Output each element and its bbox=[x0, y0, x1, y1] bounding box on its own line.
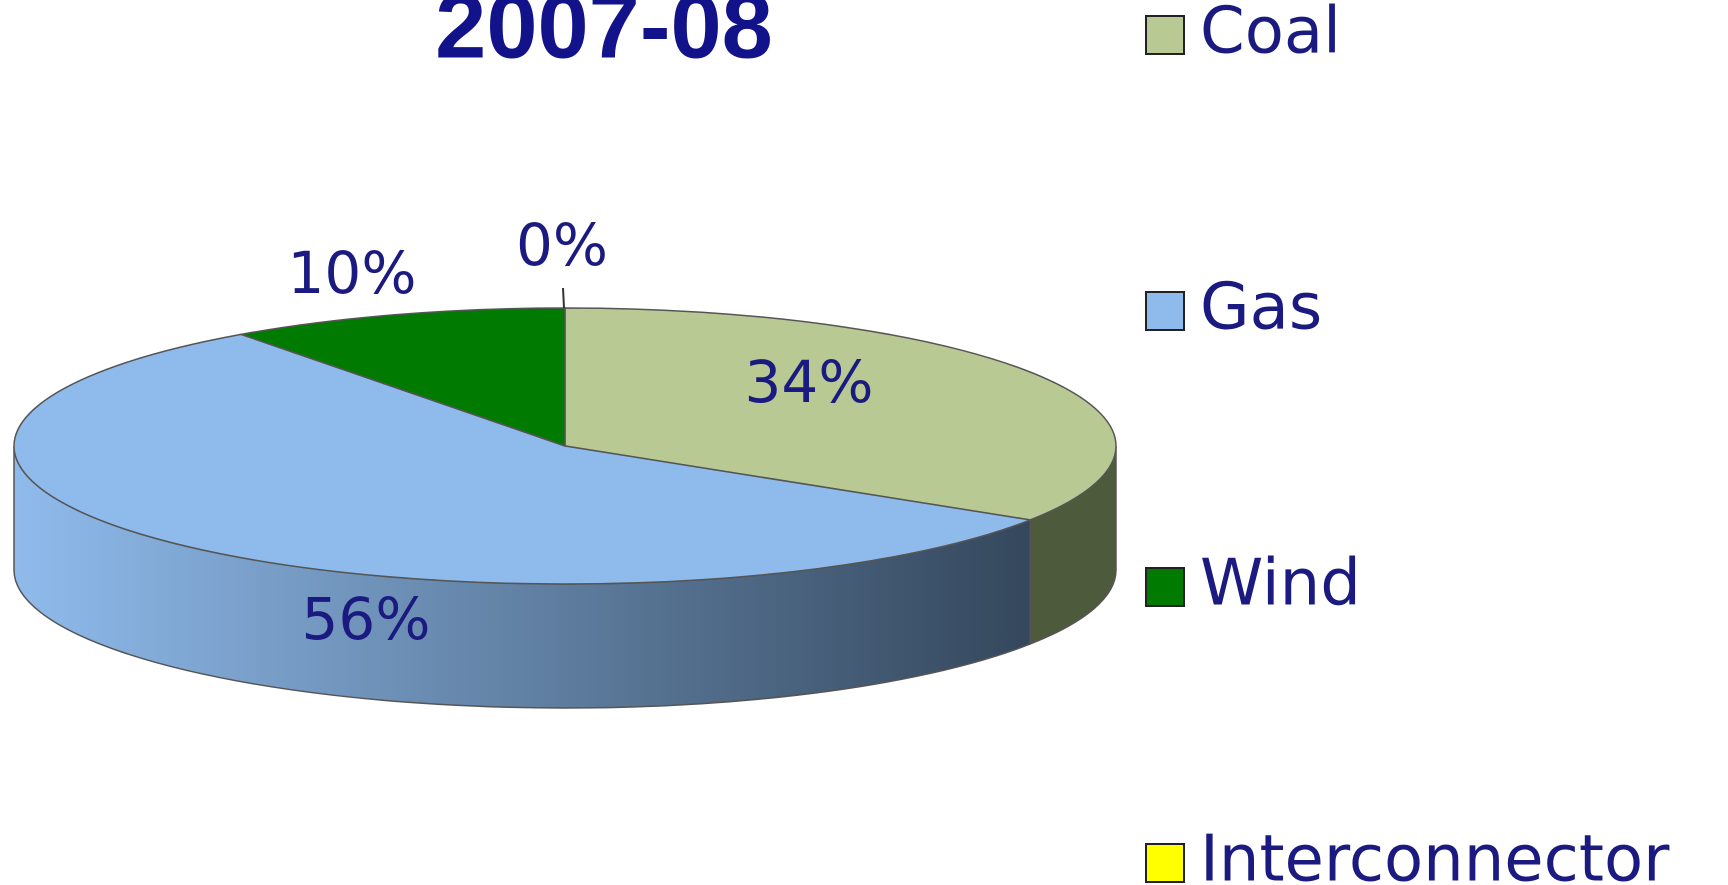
legend: Coal Gas Wind Interconnector bbox=[1145, 0, 1670, 885]
legend-label: Wind bbox=[1200, 547, 1361, 621]
data-label: 0% bbox=[516, 211, 608, 279]
legend-label: Interconnector bbox=[1200, 823, 1670, 885]
data-label: 10% bbox=[288, 239, 417, 307]
legend-label: Coal bbox=[1200, 0, 1341, 69]
data-label: 56% bbox=[302, 585, 431, 653]
pie-tops bbox=[13, 307, 1117, 585]
legend-swatch bbox=[1145, 843, 1185, 883]
legend-swatch bbox=[1145, 15, 1185, 55]
legend-swatch bbox=[1145, 567, 1185, 607]
chart-title: 2007-08 bbox=[435, 0, 773, 77]
legend-label: Gas bbox=[1200, 271, 1322, 345]
pie-slice bbox=[238, 307, 566, 448]
pie-slice bbox=[564, 307, 1117, 521]
leader-line bbox=[562, 287, 565, 309]
data-label: 34% bbox=[745, 348, 874, 416]
pie-slice bbox=[13, 333, 1034, 585]
legend-swatch bbox=[1145, 291, 1185, 331]
data-labels: 34% 56% 10% 0% bbox=[288, 211, 874, 653]
